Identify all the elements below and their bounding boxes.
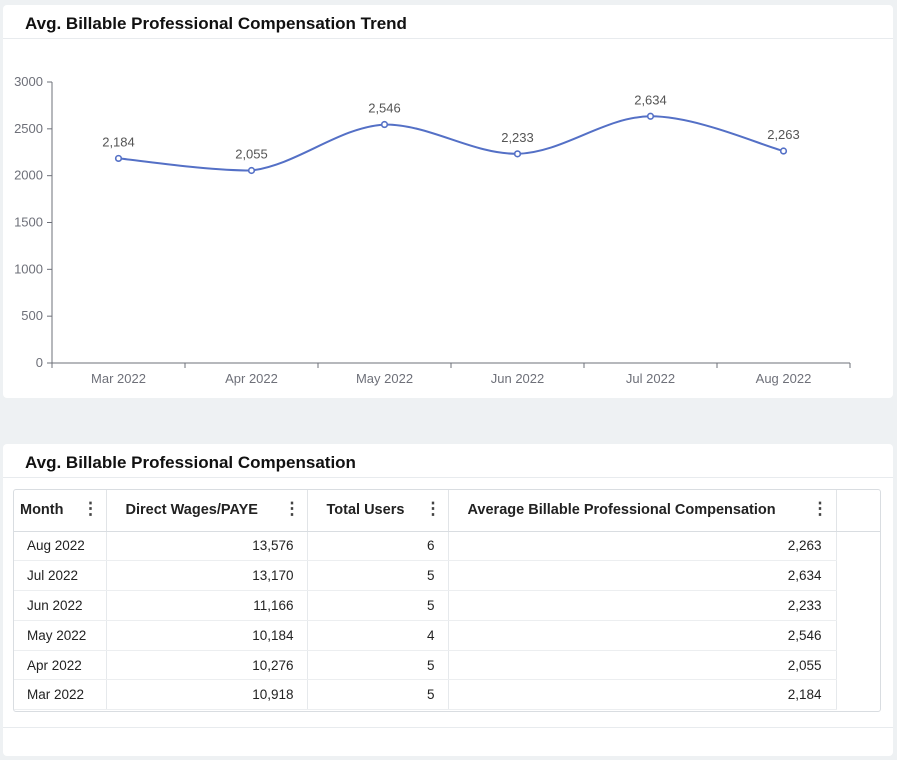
- x-tick-label: May 2022: [356, 371, 413, 386]
- column-menu-icon[interactable]: ⋮: [424, 499, 442, 518]
- cell-month: Mar 2022: [14, 679, 107, 711]
- trend-line-chart: 0 500 1000 1500 2000 2500 3000 Mar 2022 Apr 2022…: [14, 74, 851, 386]
- column-header-avg-compensation[interactable]: Average Billable Professional Compensati…: [448, 490, 837, 532]
- column-menu-icon[interactable]: ⋮: [283, 499, 301, 518]
- y-tick-label: 2000: [14, 168, 43, 183]
- cell-spacer: [836, 650, 880, 680]
- cell-total-users: 6: [307, 531, 449, 562]
- data-label: 2,634: [634, 92, 667, 107]
- cell-total-users: 5: [307, 679, 449, 711]
- y-tick-label: 1000: [14, 261, 43, 276]
- cell-direct-wages: 10,184: [106, 620, 308, 651]
- data-point: [247, 166, 256, 175]
- cell-avg-compensation: 2,233: [448, 590, 837, 621]
- data-point: [646, 112, 655, 120]
- table-row[interactable]: Apr 2022 10,276 5 2,055: [14, 650, 880, 681]
- cell-month: Aug 2022: [14, 531, 107, 562]
- column-header-total-users[interactable]: Total Users ⋮: [307, 490, 449, 532]
- table-row[interactable]: Jun 2022 11,166 5 2,233: [14, 590, 880, 621]
- data-label: 2,233: [501, 130, 534, 145]
- cell-direct-wages: 10,276: [106, 650, 308, 681]
- compensation-table-container: Month ⋮ Direct Wages/PAYE ⋮ Total Users …: [13, 489, 881, 712]
- data-label: 2,263: [767, 127, 800, 142]
- column-header-label: Average Billable Professional Compensati…: [467, 502, 776, 518]
- cell-direct-wages: 11,166: [106, 590, 308, 621]
- column-menu-icon[interactable]: ⋮: [811, 499, 829, 518]
- cell-direct-wages: 10,918: [106, 679, 308, 711]
- column-header-month[interactable]: Month ⋮: [14, 490, 107, 532]
- cell-month: Jun 2022: [14, 590, 107, 621]
- table-row[interactable]: Aug 2022 13,576 6 2,263: [14, 531, 880, 562]
- data-point: [779, 147, 788, 155]
- table-row[interactable]: Mar 2022 10,918 5 2,184: [14, 679, 880, 711]
- table-row[interactable]: Jul 2022 13,170 5 2,634: [14, 560, 880, 592]
- column-header-label: Month: [20, 502, 64, 518]
- cell-total-users: 5: [307, 560, 449, 592]
- compensation-table-card: Avg. Billable Professional Compensation …: [3, 444, 893, 756]
- x-tick-label: Aug 2022: [756, 371, 812, 386]
- card-footer-divider: [3, 727, 893, 728]
- trend-chart-title: Avg. Billable Professional Compensation …: [3, 5, 893, 39]
- cell-total-users: 5: [307, 650, 449, 681]
- cell-avg-compensation: 2,055: [448, 650, 837, 681]
- compensation-table: Month ⋮ Direct Wages/PAYE ⋮ Total Users …: [14, 490, 880, 711]
- cell-avg-compensation: 2,184: [448, 679, 837, 711]
- y-tick-label: 0: [36, 355, 43, 370]
- y-tick-label: 1500: [14, 215, 43, 230]
- column-header-direct-wages[interactable]: Direct Wages/PAYE ⋮: [106, 490, 308, 532]
- cell-total-users: 4: [307, 620, 449, 651]
- y-tick-label: 3000: [14, 74, 43, 89]
- trend-chart-card: Avg. Billable Professional Compensation …: [3, 5, 893, 398]
- table-row[interactable]: May 2022 10,184 4 2,546: [14, 620, 880, 651]
- data-label: 2,055: [235, 147, 268, 162]
- cell-direct-wages: 13,576: [106, 531, 308, 562]
- cell-spacer: [836, 531, 880, 561]
- x-tick-label: Jun 2022: [491, 371, 545, 386]
- compensation-table-title: Avg. Billable Professional Compensation: [3, 444, 893, 478]
- x-tick-label: Apr 2022: [225, 371, 278, 386]
- cell-avg-compensation: 2,546: [448, 620, 837, 651]
- cell-month: May 2022: [14, 620, 107, 651]
- y-tick-label: 500: [21, 308, 43, 323]
- x-tick-label: Mar 2022: [91, 371, 146, 386]
- data-label: 2,546: [368, 101, 401, 116]
- data-point: [114, 154, 123, 163]
- series-line: [118, 115, 784, 172]
- cell-avg-compensation: 2,634: [448, 560, 837, 592]
- column-header-label: Total Users: [326, 502, 405, 518]
- cell-avg-compensation: 2,263: [448, 531, 837, 562]
- y-tick-label: 2500: [14, 121, 43, 136]
- x-tick-label: Jul 2022: [626, 371, 675, 386]
- cell-month: Jul 2022: [14, 560, 107, 592]
- cell-spacer: [836, 561, 880, 591]
- data-point: [380, 120, 389, 129]
- column-header-spacer: [836, 490, 880, 532]
- cell-spacer: [836, 620, 880, 650]
- column-header-label: Direct Wages/PAYE: [125, 502, 258, 518]
- table-header-row: Month ⋮ Direct Wages/PAYE ⋮ Total Users …: [14, 490, 880, 532]
- cell-spacer: [836, 680, 880, 710]
- cell-spacer: [836, 591, 880, 621]
- cell-month: Apr 2022: [14, 650, 107, 681]
- cell-total-users: 5: [307, 590, 449, 621]
- data-point: [513, 150, 522, 158]
- cell-direct-wages: 13,170: [106, 560, 308, 592]
- data-label: 2,184: [102, 134, 135, 149]
- column-menu-icon[interactable]: ⋮: [82, 499, 99, 518]
